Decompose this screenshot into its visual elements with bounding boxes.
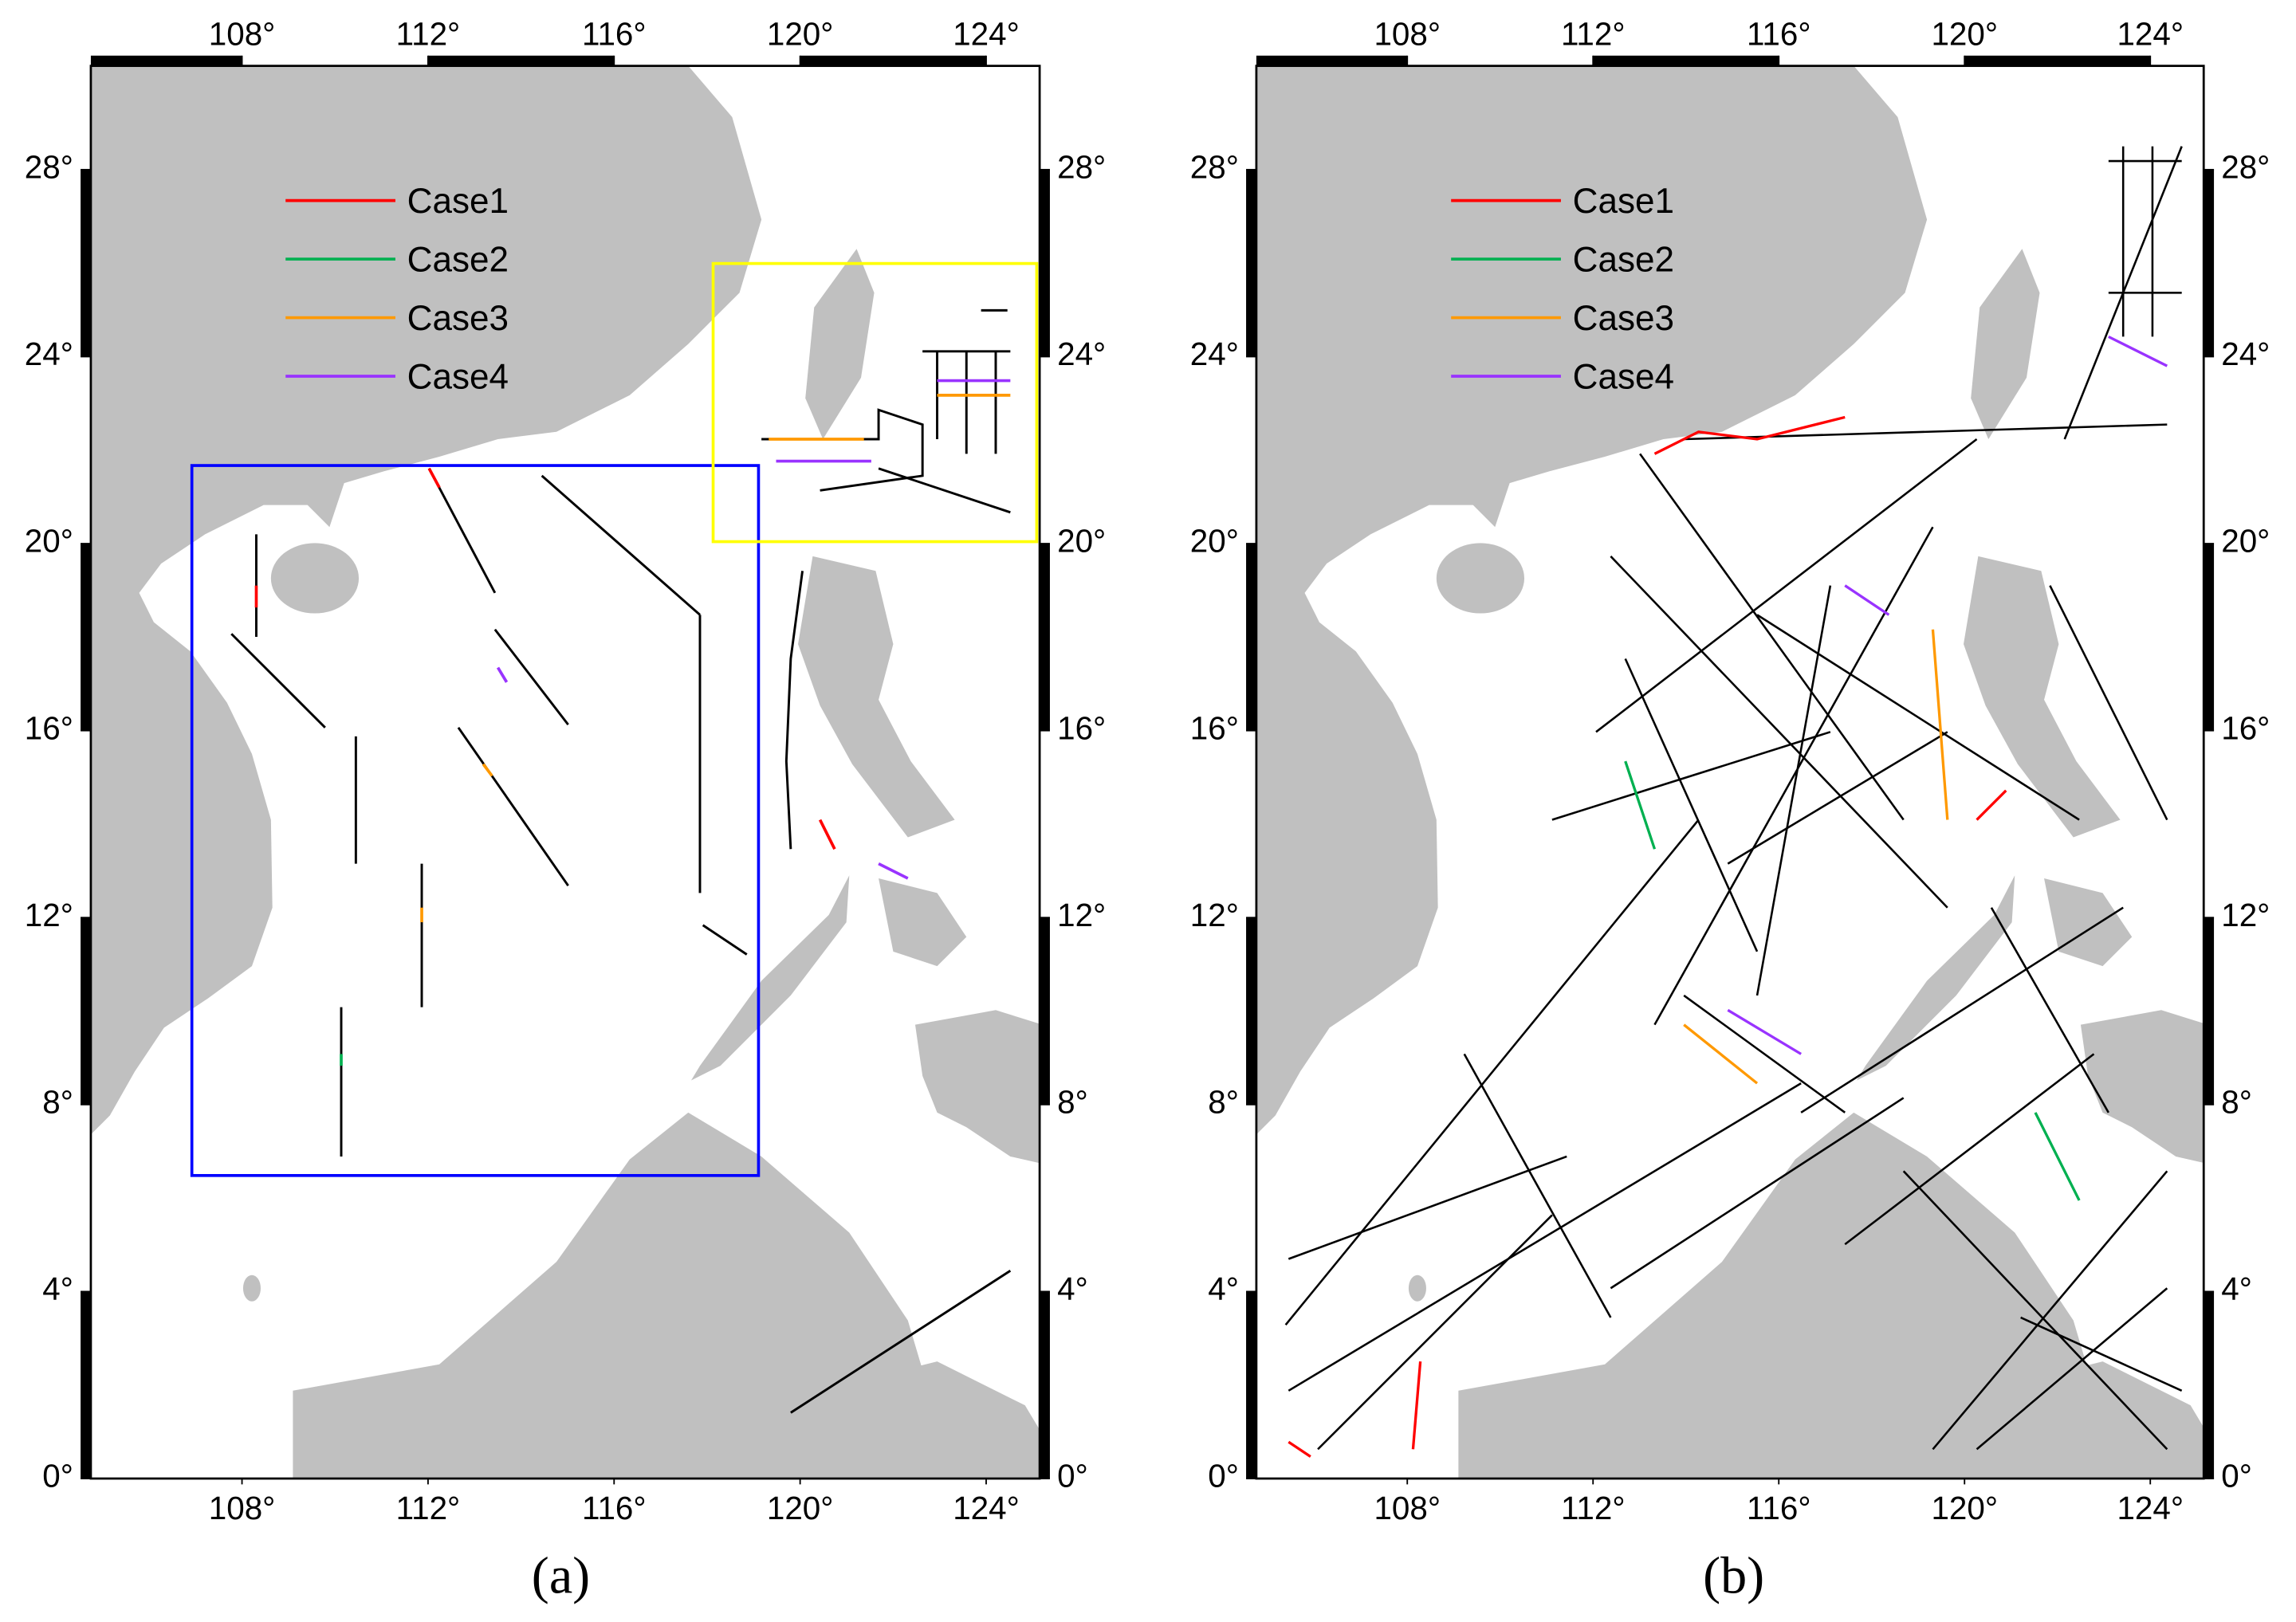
x-tick-label: 108° [1374,1490,1441,1526]
x-tick-label: 112° [396,1490,461,1526]
frame-segment [800,55,986,66]
x-tick-label: 120° [767,16,834,53]
x-tick-label: 112° [396,16,461,53]
x-tick-label: 120° [1931,1490,1998,1526]
map-a [90,65,1040,1479]
frame-segment [1246,917,1256,1105]
y-tick-label: 4° [42,1271,73,1307]
legend-label: Case1 [407,182,509,221]
x-tick-label: 108° [1374,16,1441,53]
frame-segment [2204,1291,2215,1479]
y-tick-label: 16° [1190,709,1239,746]
y-tick-label: 24° [1190,336,1239,372]
y-tick-label: 28° [1057,149,1106,186]
y-tick-label: 4° [1057,1271,1088,1307]
y-tick-label: 8° [42,1083,73,1120]
frame-segment [1256,55,1408,66]
x-tick-label: 120° [767,1490,834,1526]
legend-label: Case1 [1573,182,1674,221]
frame-segment [1246,169,1256,357]
y-tick-label: 20° [1057,523,1106,560]
y-tick-label: 24° [2221,336,2270,372]
x-tick-label: 124° [953,16,1020,53]
y-tick-label: 16° [2221,709,2270,746]
x-tick-label: 116° [582,16,647,53]
frame-segment [1246,1291,1256,1479]
y-tick-label: 24° [1057,336,1106,372]
frame-segment [81,169,91,357]
x-tick-label: 112° [1561,16,1626,53]
y-tick-label: 4° [1208,1271,1239,1307]
y-tick-label: 28° [2221,149,2270,186]
frame-segment [2204,544,2215,731]
frame-segment [2204,917,2215,1105]
x-tick-label: 120° [1931,16,1998,53]
y-tick-label: 12° [2221,897,2270,933]
frame-segment [1040,169,1050,357]
x-tick-label: 124° [2117,1490,2184,1526]
frame-segment [1246,544,1256,731]
case-segments [1288,335,2168,1458]
map-b [1256,65,2204,1479]
x-tick-label: 124° [2117,16,2184,53]
x-tick-label: 116° [582,1490,647,1526]
y-tick-label: 0° [2221,1458,2252,1494]
y-tick-label: 20° [1190,523,1239,560]
frame-segment [2204,169,2215,357]
legend-label: Case2 [1573,240,1674,279]
y-tick-label: 4° [2221,1271,2252,1307]
study-box-yellow [711,261,1039,544]
legend-label: Case3 [1573,299,1674,338]
frame-segment [81,917,91,1105]
y-tick-label: 8° [1057,1083,1088,1120]
y-tick-label: 24° [25,336,73,372]
x-tick-label: 108° [209,16,276,53]
x-tick-label: 116° [1747,16,1811,53]
panel-label: (b) [1703,1547,1764,1605]
x-tick-label: 124° [953,1490,1020,1526]
frame [89,65,1041,1480]
y-tick-label: 0° [1208,1458,1239,1494]
panel-label: (a) [532,1547,590,1605]
y-tick-label: 20° [2221,523,2270,560]
case-segments [254,379,1011,1066]
frame [1255,65,2205,1480]
legend-label: Case2 [407,240,509,279]
y-tick-label: 12° [1190,897,1239,933]
axes: 108° 108° 112° 112° 116° 116° 120° 120° 124° 124°… [25,16,2270,1526]
study-box-blue [190,464,761,1177]
y-tick-label: 28° [25,149,73,186]
legend-label: Case4 [1573,357,1674,396]
y-tick-label: 12° [25,897,73,933]
frame-segment [90,55,242,66]
y-tick-label: 16° [1057,709,1106,746]
y-tick-label: 8° [1208,1083,1239,1120]
frame-segment [1964,55,2151,66]
x-tick-label: 116° [1747,1490,1811,1526]
y-tick-label: 0° [42,1458,73,1494]
frame-segment [1040,544,1050,731]
frame-segment [81,544,91,731]
legend-label: Case4 [407,357,509,396]
x-tick-label: 112° [1561,1490,1626,1526]
frame-segment [1040,917,1050,1105]
frame-segment [81,1291,91,1479]
ship-tracks [1284,146,2183,1451]
x-tick-label: 108° [209,1490,276,1526]
y-tick-label: 28° [1190,149,1239,186]
y-tick-label: 0° [1057,1458,1088,1494]
frame-segment [427,55,615,66]
y-tick-label: 12° [1057,897,1106,933]
ship-tracks [230,308,1012,1414]
y-tick-label: 8° [2221,1083,2252,1120]
frame-segment [1593,55,1779,66]
y-tick-label: 20° [25,523,73,560]
legend-label: Case3 [407,299,509,338]
land [1256,65,2204,1479]
frame-segment [1040,1291,1050,1479]
land [90,65,1040,1479]
y-tick-label: 16° [25,709,73,746]
